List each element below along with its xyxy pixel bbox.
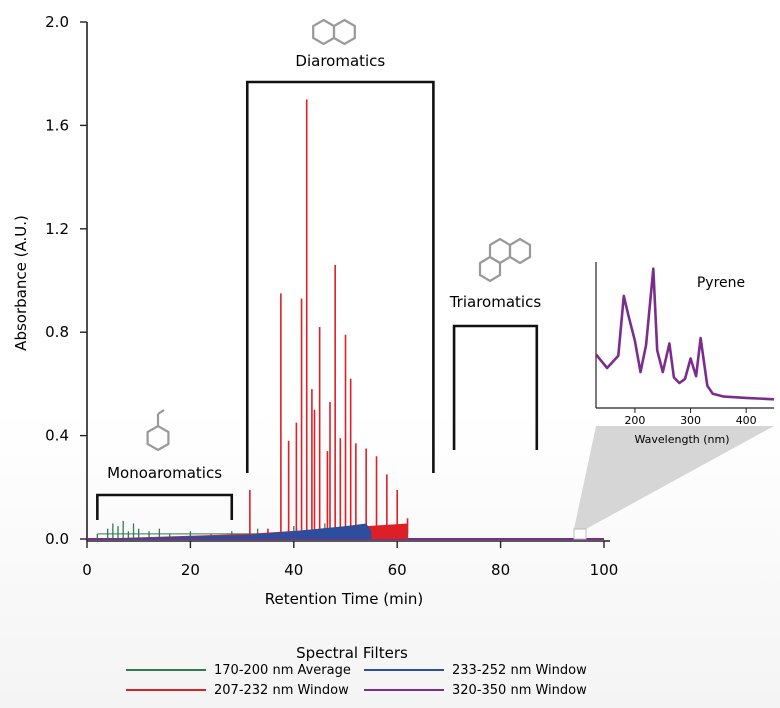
- inset-x-tick-label: 400: [736, 414, 757, 427]
- bracket-label-triaromatics: Triaromatics: [449, 293, 542, 311]
- inset-spectrum-line: [594, 267, 775, 401]
- y-tick-label: 1.2: [45, 220, 69, 238]
- naphthalene-structure: [312, 18, 356, 46]
- pyrene-inset: 200 300 400 Pyrene Wavelength (nm): [594, 262, 775, 446]
- legend-label: 207-232 nm Window: [214, 683, 349, 698]
- x-tick-label: 80: [491, 561, 510, 579]
- y-tick-label: 0.8: [45, 323, 69, 341]
- legend: Spectral Filters 170-200 nm Average 233-2…: [126, 644, 587, 698]
- x-axis-label: Retention Time (min): [265, 590, 424, 608]
- inset-x-axis-label: Wavelength (nm): [634, 433, 729, 446]
- bracket-label-monoaromatics: Monoaromatics: [107, 464, 222, 482]
- bracket-diaromatics: [245, 80, 435, 473]
- x-tick-label: 20: [181, 561, 200, 579]
- y-tick-label: 0.4: [45, 427, 69, 445]
- legend-label: 320-350 nm Window: [452, 683, 587, 698]
- y-tick-label: 2.0: [45, 13, 69, 31]
- inset-ticks: 200 300 400: [624, 408, 757, 427]
- inset-panel: [596, 262, 774, 426]
- y-tick-label: 0.0: [45, 530, 69, 548]
- inset-x-tick-label: 300: [680, 414, 701, 427]
- x-tick-label: 0: [82, 561, 92, 579]
- inset-x-tick-label: 200: [624, 414, 645, 427]
- x-tick-label: 100: [590, 561, 619, 579]
- legend-label: 233-252 nm Window: [452, 663, 587, 678]
- bracket-triaromatics: [452, 324, 539, 450]
- y-axis-label: Absorbance (A.U.): [12, 215, 30, 351]
- axis-ticks: 0 20 40 60 80 100 0.0 0.4 0.8 1.2 1.6 2.0: [45, 13, 618, 579]
- phenanthrene-structure: [478, 237, 532, 283]
- benzene-structure: [146, 409, 170, 452]
- zoom-region-marker: [573, 528, 587, 540]
- brackets-group: Monoaromatics Diaromatics Triaromatics: [96, 52, 542, 520]
- y-tick-label: 1.6: [45, 116, 69, 134]
- inset-title: Pyrene: [697, 275, 745, 291]
- legend-label: 170-200 nm Average: [214, 663, 351, 678]
- series-group: [87, 99, 604, 540]
- x-tick-label: 40: [284, 561, 303, 579]
- bracket-monoaromatics: [96, 493, 234, 520]
- series-233-252-area: [87, 523, 372, 539]
- bracket-label-diaromatics: Diaromatics: [295, 52, 385, 70]
- x-tick-label: 60: [388, 561, 407, 579]
- legend-title: Spectral Filters: [296, 644, 408, 662]
- inset-zoom-wedge: [574, 426, 774, 529]
